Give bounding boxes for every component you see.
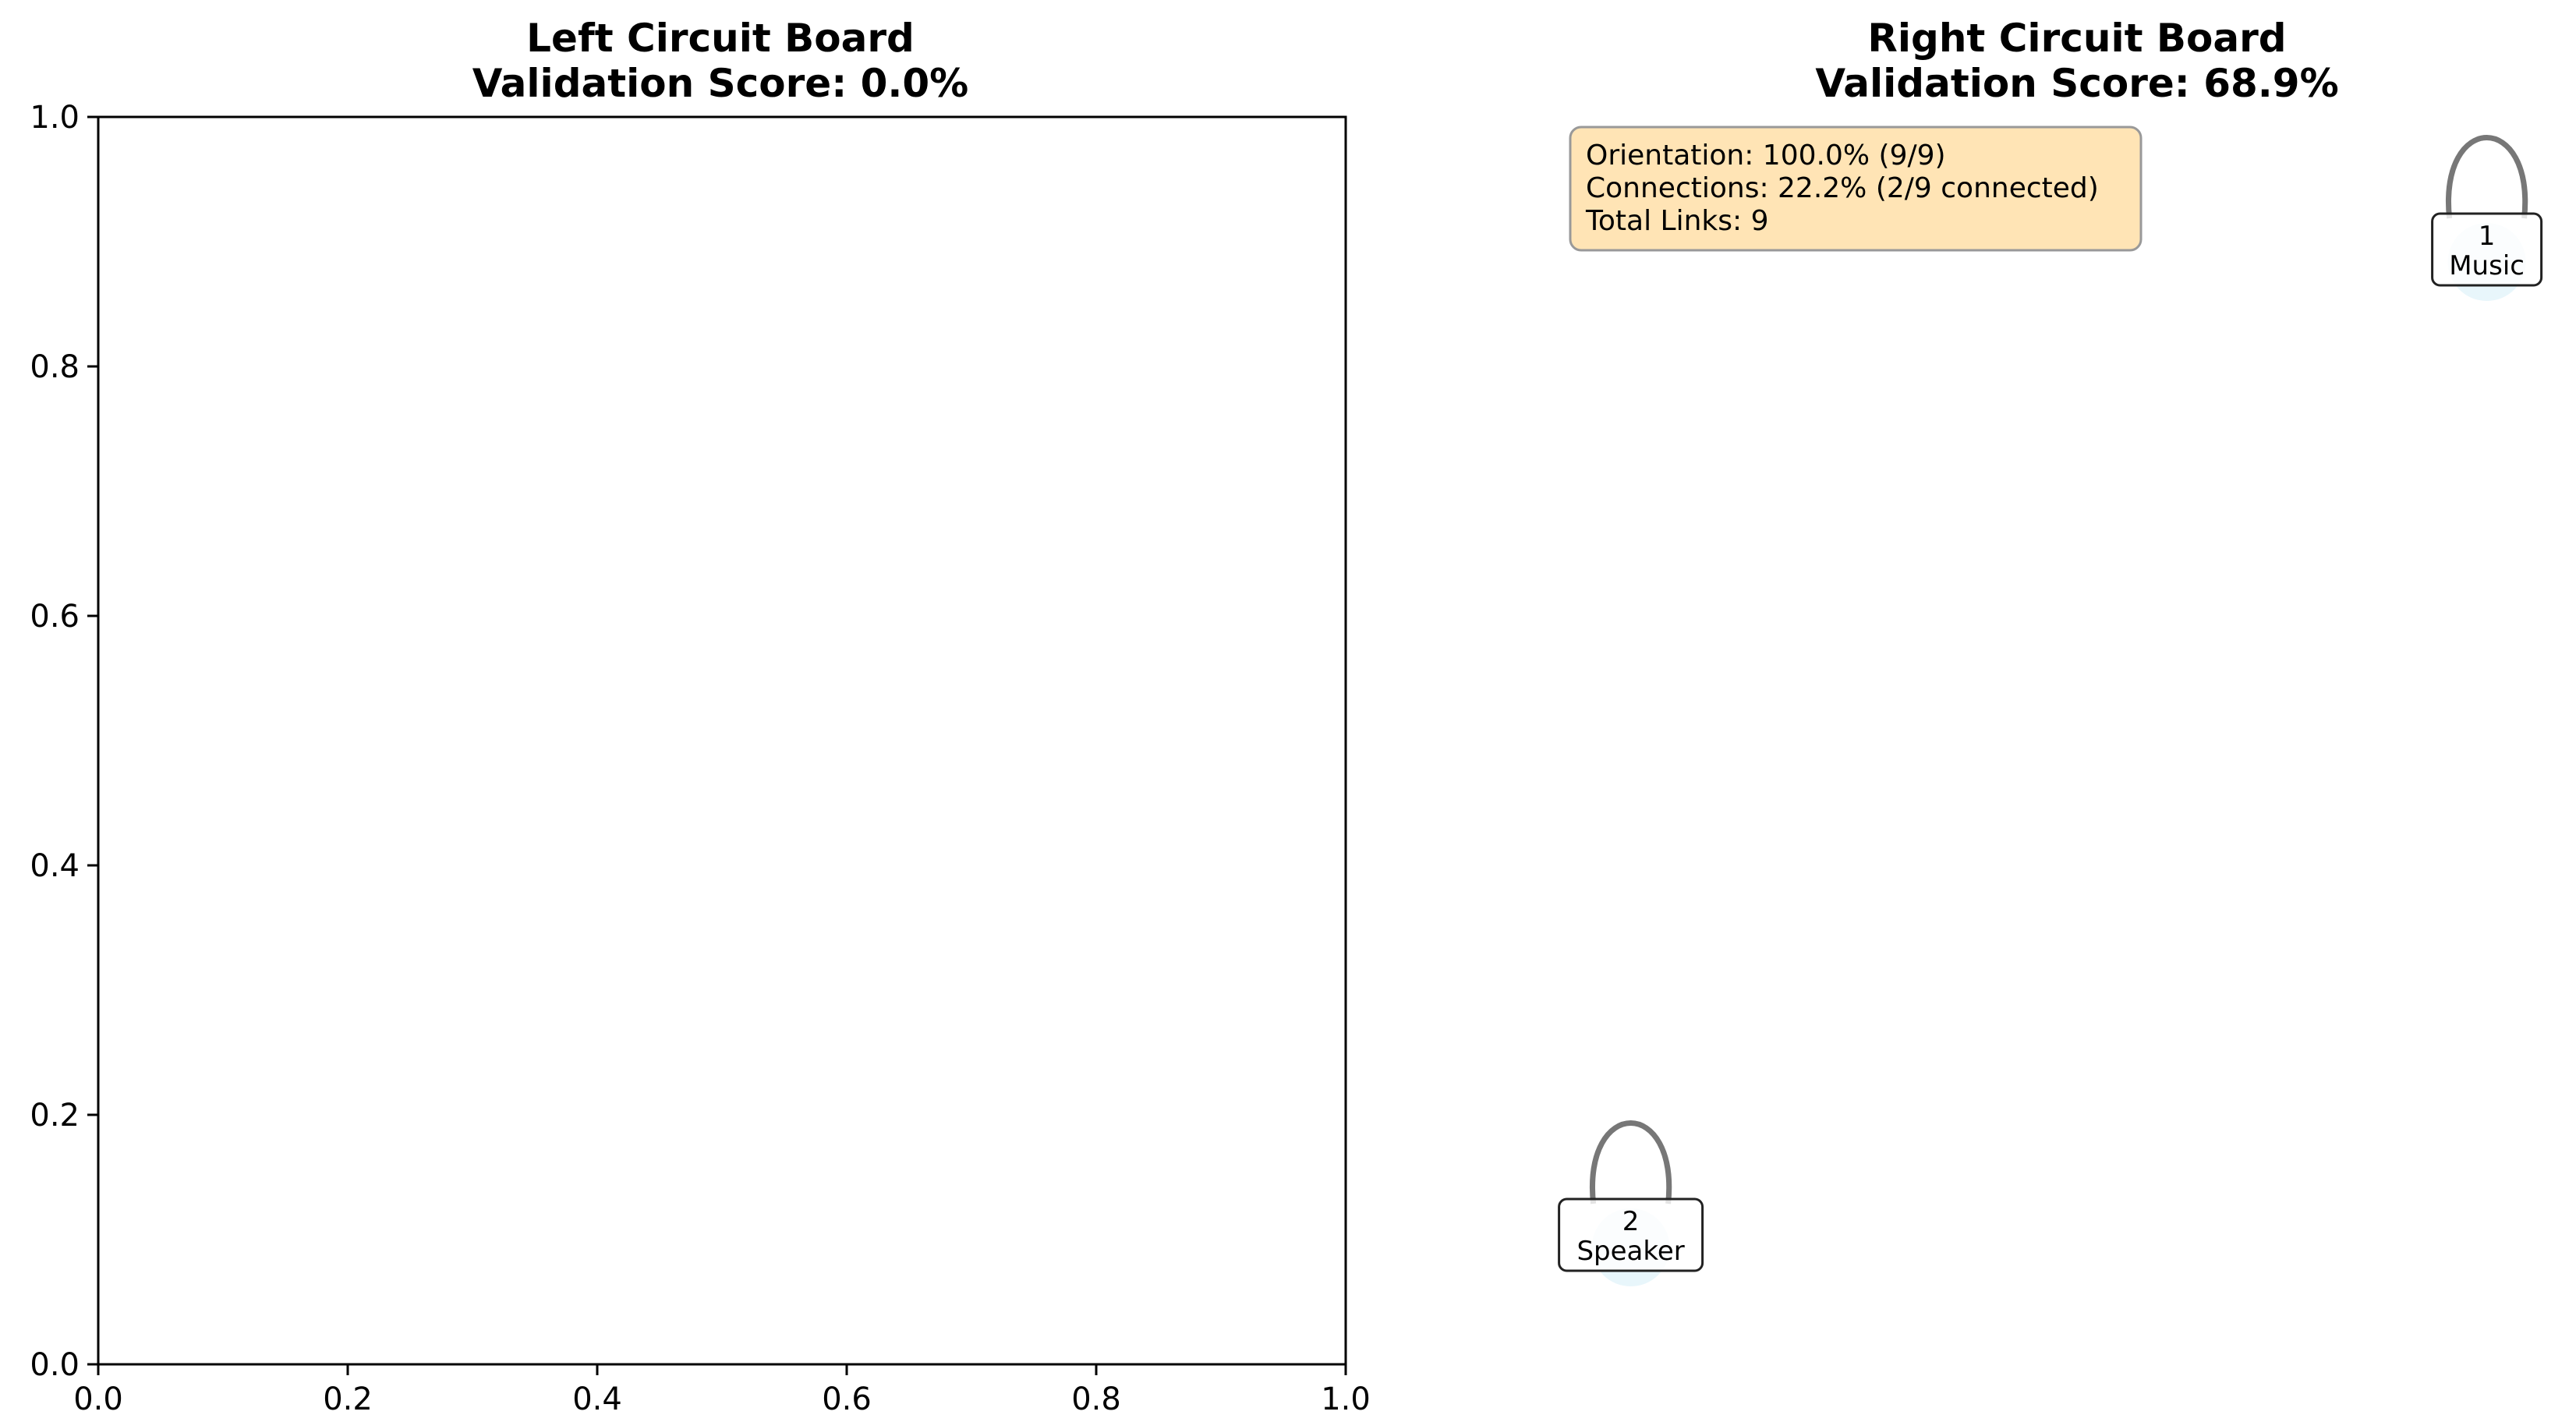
left-title-line1: Left Circuit Board [526,16,915,61]
y-tick-label: 0.0 [30,1347,80,1383]
left-title-line2: Validation Score: 0.0% [472,61,969,106]
left-x-axis: 0.0 0.2 0.4 0.6 0.8 1.0 [73,1364,1371,1417]
y-tick-label: 0.2 [30,1098,80,1134]
x-tick-label: 0.8 [1071,1381,1121,1417]
info-connections: Connections: 22.2% (2/9 connected) [1586,172,2099,204]
right-title-line2: Validation Score: 68.9% [1815,61,2338,106]
y-tick-label: 0.6 [30,599,80,635]
x-tick-label: 0.2 [323,1381,373,1417]
right-chart-panel: Right Circuit Board Validation Score: 68… [1558,16,2543,1286]
node-label: Music [2449,250,2525,281]
info-box-background [1569,126,2143,252]
info-orientation: Orientation: 100.0% (9/9) [1586,140,1946,172]
node-label-box [2431,212,2543,287]
y-tick-label: 0.8 [30,349,80,385]
node-label-box [1558,1197,1704,1272]
left-chart-panel: Left Circuit Board Validation Score: 0.0… [30,16,1370,1417]
y-tick-label: 0.4 [30,848,80,884]
x-tick-label: 1.0 [1321,1381,1371,1417]
node-id: 2 [1622,1206,1640,1237]
info-total-links: Total Links: 9 [1585,205,1768,237]
left-y-axis: 0.0 0.2 0.4 0.6 0.8 1.0 [30,100,98,1383]
right-title-line1: Right Circuit Board [1867,16,2286,61]
info-box: Orientation: 100.0% (9/9) Connections: 2… [1569,126,2143,252]
left-axes-frame [97,115,1347,1366]
node-id: 1 [2479,221,2496,252]
x-tick-label: 0.0 [73,1381,123,1417]
node-label: Speaker [1576,1236,1684,1267]
self-loop-link [2446,135,2528,219]
self-loop-link [1590,1120,1672,1204]
y-tick-label: 1.0 [30,100,80,136]
x-tick-label: 0.4 [572,1381,622,1417]
x-tick-label: 0.6 [822,1381,872,1417]
